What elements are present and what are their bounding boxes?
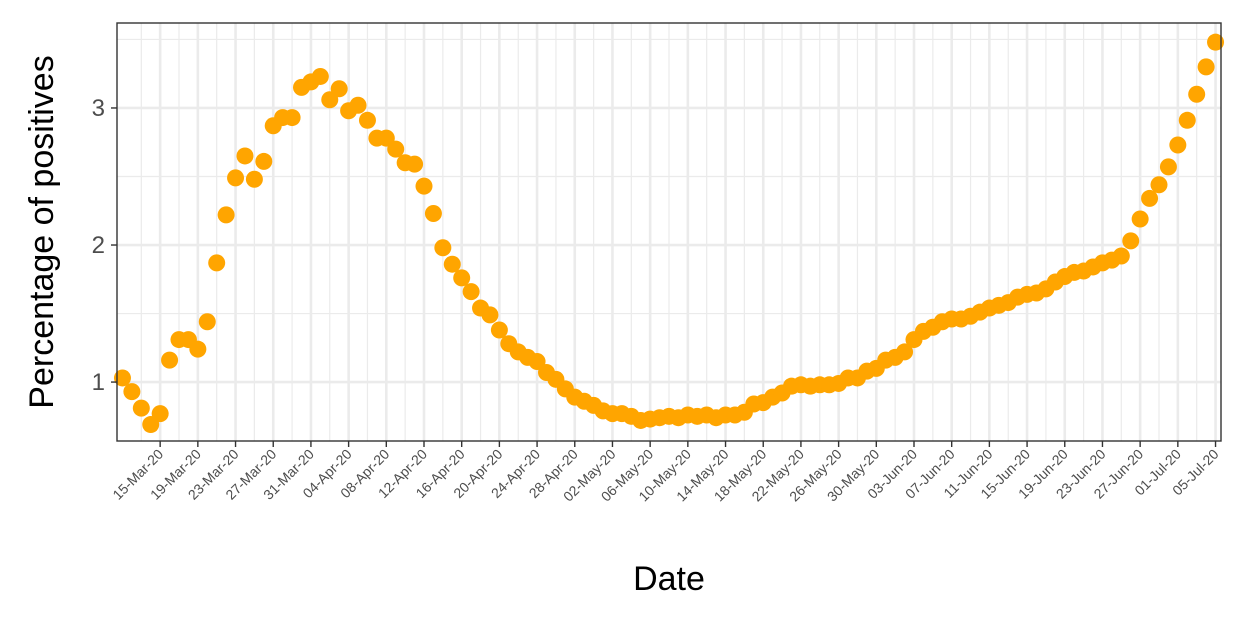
data-point: [330, 80, 348, 98]
data-point: [217, 206, 235, 224]
data-point: [132, 399, 150, 417]
data-point: [406, 155, 424, 173]
data-point: [189, 340, 207, 358]
data-point: [151, 405, 169, 423]
data-point: [236, 147, 254, 165]
data-point: [1131, 210, 1149, 228]
data-point: [1197, 58, 1215, 76]
y-axis-title: Percentage of positives: [23, 55, 61, 408]
data-point: [1169, 136, 1187, 154]
major-gridlines: [117, 23, 1221, 441]
data-point: [481, 306, 499, 324]
axis-ticks: [111, 107, 1217, 447]
data-point: [358, 111, 376, 129]
data-points: [113, 33, 1225, 434]
data-point: [434, 239, 452, 257]
data-point: [1178, 111, 1196, 129]
data-point: [227, 169, 245, 187]
data-point: [415, 177, 433, 195]
data-point: [245, 170, 263, 188]
data-point: [198, 313, 216, 331]
data-point: [283, 109, 301, 127]
data-point: [311, 67, 329, 85]
data-point: [1112, 247, 1130, 265]
data-point: [896, 343, 914, 361]
x-axis-title: Date: [633, 560, 705, 598]
data-point: [349, 96, 367, 114]
y-tick-label: 2: [92, 232, 105, 259]
data-point: [1122, 232, 1140, 250]
y-tick-label: 3: [92, 95, 105, 122]
data-point: [123, 383, 141, 401]
data-point: [1159, 158, 1177, 176]
x-axis-tick-labels: 15-Mar-2019-Mar-2023-Mar-2027-Mar-2031-M…: [109, 446, 1222, 505]
data-point: [161, 351, 179, 369]
data-point: [255, 152, 273, 170]
data-point: [1207, 33, 1225, 51]
data-point: [1188, 85, 1206, 103]
data-point: [113, 369, 131, 387]
data-point: [208, 254, 226, 272]
data-point: [1141, 189, 1159, 207]
y-tick-label: 1: [92, 369, 105, 396]
data-point: [453, 269, 471, 287]
y-axis-tick-labels: 1 2 3: [92, 95, 105, 396]
data-point: [462, 283, 480, 301]
plot-border: [116, 22, 1222, 442]
data-point: [1150, 176, 1168, 194]
data-point: [424, 204, 442, 222]
data-point: [387, 140, 405, 158]
data-point: [443, 255, 461, 273]
data-point: [490, 321, 508, 339]
